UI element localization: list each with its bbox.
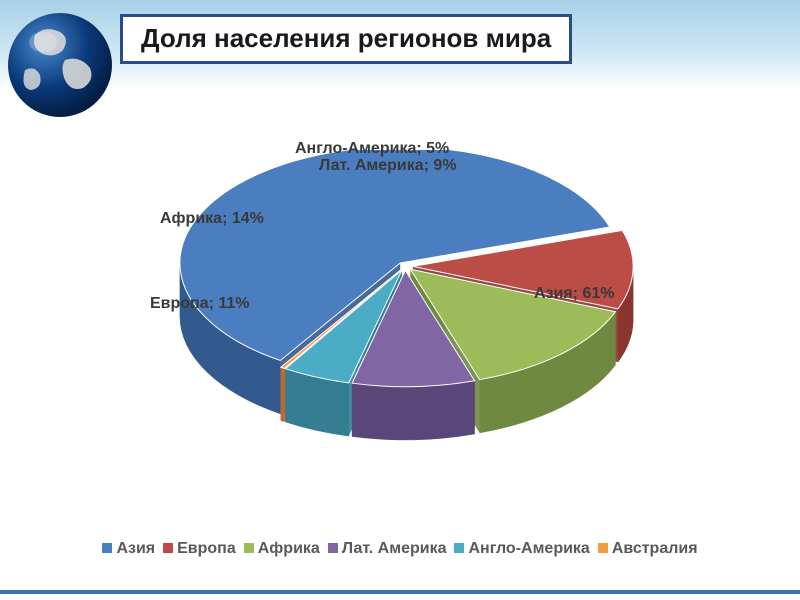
legend: Азия Европа Африка Лат. Америка Англо-Америк… — [0, 540, 800, 558]
slice-label: Азия; 61% — [534, 285, 614, 303]
legend-item: Европа — [163, 540, 236, 558]
slice-label: Лат. Америка; 9% — [319, 157, 457, 175]
legend-swatch — [328, 543, 338, 553]
legend-swatch — [102, 543, 112, 553]
slice-label: Англо-Америка; 5% — [295, 140, 449, 158]
legend-swatch — [244, 543, 254, 553]
slice-label: Европа; 11% — [150, 295, 250, 313]
legend-item: Австралия — [598, 540, 698, 558]
pie-chart: Азия; 61% Европа; 11% Африка; 14% Лат. Амер… — [0, 110, 800, 540]
page-title: Доля населения регионов мира — [141, 23, 551, 53]
legend-swatch — [454, 543, 464, 553]
globe-icon — [5, 10, 115, 120]
legend-item: Англо-Америка — [454, 540, 589, 558]
legend-item: Лат. Америка — [328, 540, 447, 558]
legend-swatch — [598, 543, 608, 553]
legend-swatch — [163, 543, 173, 553]
slice-label: Африка; 14% — [160, 210, 264, 228]
legend-item: Азия — [102, 540, 155, 558]
title-box: Доля населения регионов мира — [120, 14, 572, 64]
legend-item: Африка — [244, 540, 320, 558]
bottom-divider — [0, 590, 800, 594]
